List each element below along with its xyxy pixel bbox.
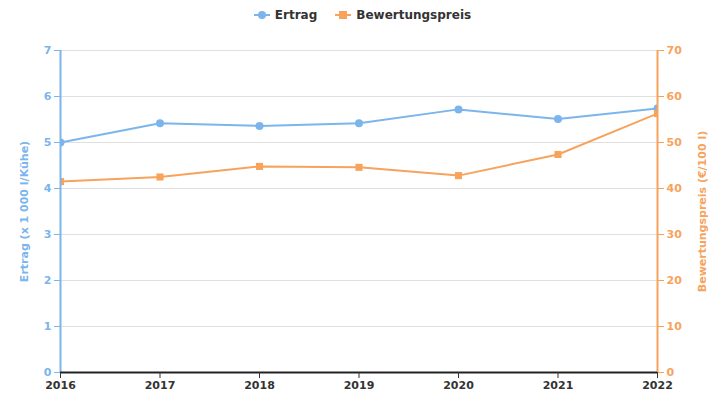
svg-text:3: 3: [44, 228, 52, 241]
svg-text:2018: 2018: [244, 379, 275, 392]
html-text:Ertrag: Ertrag: [274, 8, 318, 22]
svg-text:2022: 2022: [642, 379, 673, 392]
svg-text:40: 40: [667, 182, 683, 195]
html-text:Bewertungspreis: Bewertungspreis: [356, 8, 472, 22]
svg-text:2017: 2017: [145, 379, 176, 392]
svg-text:20: 20: [667, 274, 683, 287]
svg-text:Bewertungspreis (€/100 l): Bewertungspreis (€/100 l): [696, 131, 709, 292]
svg-text:0: 0: [667, 366, 675, 379]
svg-text:1: 1: [44, 320, 52, 333]
svg-text:4: 4: [44, 182, 52, 195]
svg-text:6: 6: [44, 90, 52, 103]
svg-text:0: 0: [44, 366, 52, 379]
svg-text:50: 50: [667, 136, 683, 149]
svg-text:2019: 2019: [344, 379, 375, 392]
svg-text:2: 2: [44, 274, 52, 287]
svg-text:7: 7: [44, 44, 52, 57]
svg-text:10: 10: [667, 320, 683, 333]
svg-text:2021: 2021: [543, 379, 574, 392]
svg-text:2020: 2020: [443, 379, 474, 392]
svg-text:Ertrag (x 1 000 l/Kühe): Ertrag (x 1 000 l/Kühe): [18, 141, 31, 282]
svg-text:70: 70: [667, 44, 683, 57]
svg-text:60: 60: [667, 90, 683, 103]
svg-text:2016: 2016: [45, 379, 76, 392]
svg-text:5: 5: [44, 136, 52, 149]
svg-text:30: 30: [667, 228, 683, 241]
